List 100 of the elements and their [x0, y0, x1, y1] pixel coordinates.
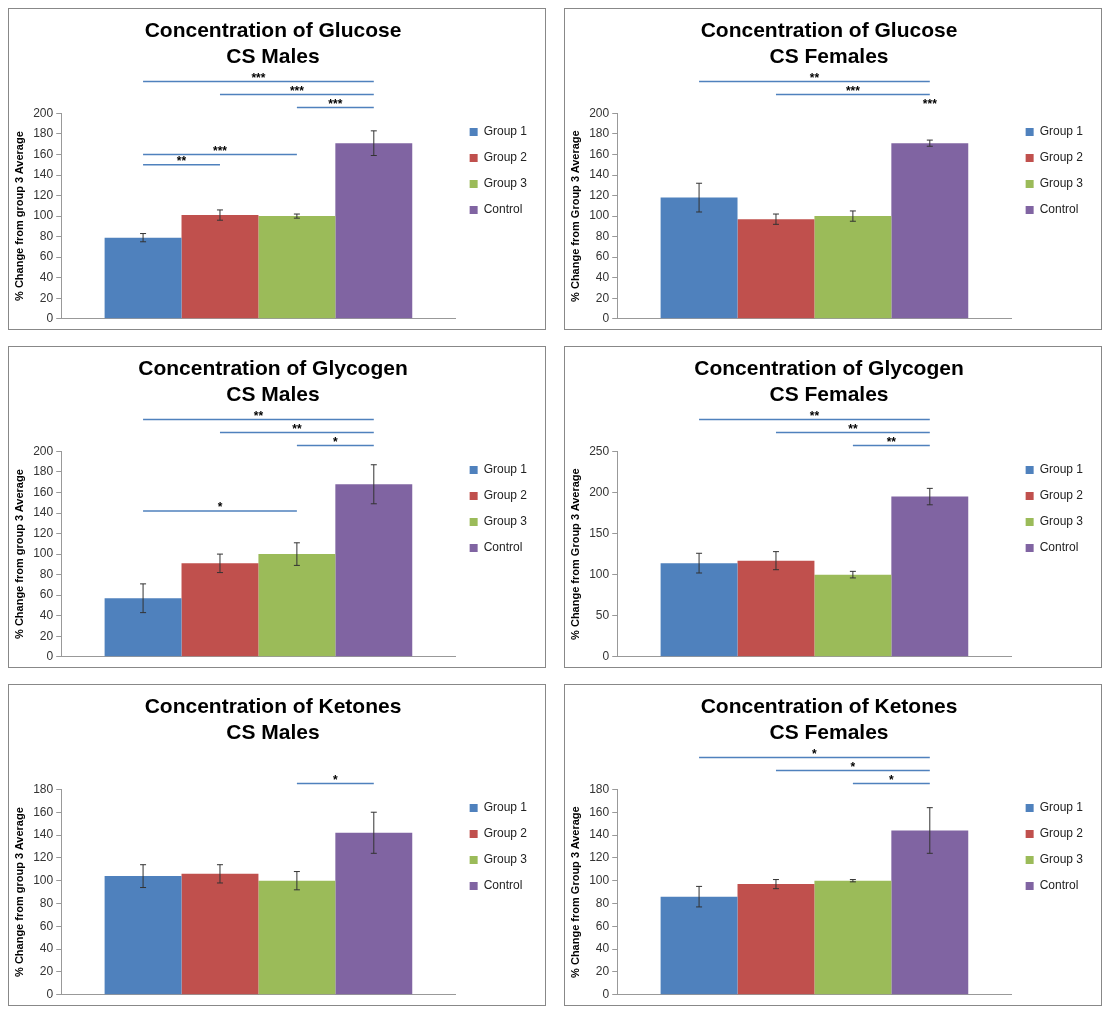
y-tick-label: 40 [39, 608, 54, 623]
text: * [812, 746, 818, 761]
y-tick-label: 140 [589, 827, 610, 842]
bar [104, 876, 182, 995]
y-axis-title: % Change from Group 3 Average [568, 468, 581, 640]
bar [891, 830, 969, 995]
legend-label: Control [483, 202, 523, 217]
legend-label: Group 2 [483, 150, 528, 165]
annotation: *** [212, 143, 228, 158]
chart-title: Concentration of Glucose [700, 18, 958, 42]
bar [181, 873, 259, 995]
bar [104, 237, 182, 319]
legend-label: Group 2 [1039, 488, 1084, 503]
bar [258, 554, 336, 657]
text: *** [922, 96, 938, 111]
y-tick-label: 20 [595, 290, 610, 305]
legend-label: Group 3 [1039, 176, 1084, 191]
y-tick-label: 120 [589, 850, 610, 865]
bar [660, 197, 738, 319]
y-axis-title: % Change from group 3 Average [12, 807, 25, 977]
y-tick-label: 80 [39, 566, 54, 581]
y-tick-label: 80 [39, 895, 54, 910]
y-tick-label: 40 [39, 270, 54, 285]
y-tick-label: 180 [33, 781, 54, 796]
y-tick-label: 20 [39, 290, 54, 305]
bar [737, 560, 815, 657]
chart-title: Concentration of Ketones [144, 694, 402, 718]
y-tick-label: 0 [602, 311, 610, 326]
y-tick-label: 0 [602, 987, 610, 1002]
y-axis-title: % Change from group 3 Average [12, 131, 25, 301]
y-tick-label: 60 [595, 918, 610, 933]
bar [335, 143, 413, 319]
chart-title: Concentration of Glucose [144, 18, 402, 42]
legend-label: Group 1 [1039, 124, 1084, 139]
chart-subtitle: CS Females [769, 43, 889, 67]
y-tick-label: 80 [39, 228, 54, 243]
bar [335, 484, 413, 657]
y-tick-label: 180 [589, 126, 610, 141]
legend-label: Control [1039, 202, 1079, 217]
y-tick-label: 140 [33, 827, 54, 842]
y-tick-label: 0 [46, 987, 54, 1002]
y-tick-label: 200 [589, 105, 610, 120]
text: ** [886, 434, 897, 449]
y-axis-title: % Change from group 3 Average [12, 469, 25, 639]
chart-subtitle: CS Males [226, 381, 320, 405]
y-tick-label: 120 [589, 187, 610, 202]
y-axis-title: % Change from Group 3 Average [568, 806, 581, 978]
y-tick-label: 60 [39, 249, 54, 264]
bar [335, 832, 413, 995]
chart-title: Concentration of Glycogen [694, 356, 964, 380]
legend-label: Control [1039, 540, 1079, 555]
y-tick-label: 60 [39, 918, 54, 933]
text: ** [253, 408, 264, 423]
bar [660, 896, 738, 995]
text: * [333, 772, 339, 787]
text: ** [292, 421, 302, 436]
legend-label: Group 2 [483, 826, 528, 841]
y-tick-label: 160 [33, 804, 54, 819]
y-tick-label: 20 [39, 964, 54, 979]
y-tick-label: 0 [602, 649, 610, 664]
bar [104, 598, 182, 657]
y-tick-label: 160 [33, 484, 54, 499]
legend-label: Control [1039, 878, 1079, 893]
y-axis-title: % Change from Group 3 Average [568, 130, 581, 302]
y-tick-label: 200 [33, 443, 54, 458]
chart-title: Concentration of Glycogen [138, 356, 408, 380]
y-tick-label: 0 [46, 649, 54, 664]
y-tick-label: 80 [595, 895, 610, 910]
bar [737, 219, 815, 319]
bar [814, 880, 892, 995]
y-tick-label: 140 [33, 505, 54, 520]
chart-subtitle: CS Females [769, 719, 889, 743]
y-tick-label: 120 [33, 525, 54, 540]
y-tick-label: 150 [589, 525, 610, 540]
y-tick-label: 100 [33, 208, 54, 223]
text: * [850, 759, 856, 774]
y-tick-label: 160 [589, 804, 610, 819]
text: *** [289, 83, 305, 98]
chart-subtitle: CS Males [226, 719, 320, 743]
text: ** [848, 421, 858, 436]
bar [181, 215, 259, 319]
y-tick-label: 50 [595, 608, 610, 623]
y-tick-label: 20 [595, 964, 610, 979]
bar [814, 574, 892, 657]
bar [814, 216, 892, 319]
text: * [333, 434, 339, 449]
chart-subtitle: CS Males [226, 43, 320, 67]
bar [660, 563, 738, 657]
y-tick-label: 100 [33, 873, 54, 887]
y-tick-label: 20 [39, 628, 54, 643]
legend-label: Group 3 [1039, 852, 1084, 867]
legend-label: Group 3 [1039, 514, 1084, 529]
bar [258, 216, 336, 319]
legend-label: Group 1 [1039, 462, 1084, 477]
y-tick-label: 40 [595, 941, 610, 956]
y-tick-label: 200 [33, 105, 54, 120]
legend-label: Group 3 [483, 176, 528, 191]
bar [258, 880, 336, 995]
text: *** [251, 70, 266, 85]
legend-label: Group 2 [1039, 826, 1084, 841]
